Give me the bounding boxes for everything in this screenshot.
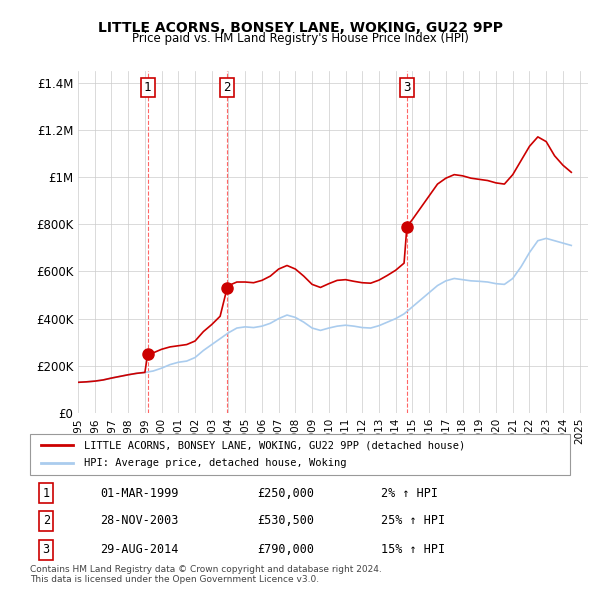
Text: LITTLE ACORNS, BONSEY LANE, WOKING, GU22 9PP (detached house): LITTLE ACORNS, BONSEY LANE, WOKING, GU22…: [84, 440, 465, 450]
Text: Contains HM Land Registry data © Crown copyright and database right 2024.
This d: Contains HM Land Registry data © Crown c…: [30, 565, 382, 584]
Text: 25% ↑ HPI: 25% ↑ HPI: [381, 514, 445, 527]
Text: 2: 2: [43, 514, 50, 527]
Text: £250,000: £250,000: [257, 487, 314, 500]
Text: 3: 3: [403, 81, 410, 94]
Text: 1: 1: [43, 487, 50, 500]
Text: LITTLE ACORNS, BONSEY LANE, WOKING, GU22 9PP: LITTLE ACORNS, BONSEY LANE, WOKING, GU22…: [97, 21, 503, 35]
Text: £530,500: £530,500: [257, 514, 314, 527]
Text: 01-MAR-1999: 01-MAR-1999: [100, 487, 179, 500]
FancyBboxPatch shape: [30, 434, 570, 475]
Text: 28-NOV-2003: 28-NOV-2003: [100, 514, 179, 527]
Text: 15% ↑ HPI: 15% ↑ HPI: [381, 543, 445, 556]
Text: 2% ↑ HPI: 2% ↑ HPI: [381, 487, 438, 500]
Text: 29-AUG-2014: 29-AUG-2014: [100, 543, 179, 556]
Text: 1: 1: [144, 81, 151, 94]
Text: 2: 2: [223, 81, 231, 94]
Text: HPI: Average price, detached house, Woking: HPI: Average price, detached house, Woki…: [84, 458, 347, 468]
Text: 3: 3: [43, 543, 50, 556]
Text: Price paid vs. HM Land Registry's House Price Index (HPI): Price paid vs. HM Land Registry's House …: [131, 32, 469, 45]
Text: £790,000: £790,000: [257, 543, 314, 556]
